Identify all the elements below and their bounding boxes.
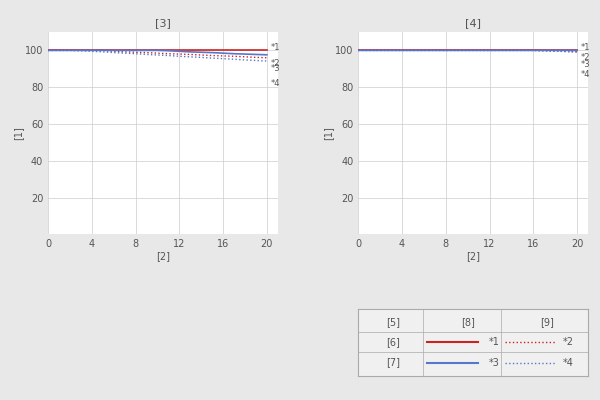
Text: *4: *4 [581,70,591,79]
Y-axis label: [1]: [1] [323,126,334,140]
Text: *3: *3 [271,64,281,74]
Text: *1: *1 [581,43,591,52]
Text: *2: *2 [563,337,574,347]
Text: [8]: [8] [461,317,475,327]
Text: *1: *1 [271,43,281,52]
Text: *4: *4 [271,79,281,88]
Text: *2: *2 [581,53,591,62]
Title: [3]: [3] [155,18,171,28]
Y-axis label: [1]: [1] [13,126,23,140]
Text: *1: *1 [489,337,500,347]
Text: [9]: [9] [540,317,554,327]
Text: *3: *3 [489,358,500,368]
Text: *3: *3 [581,60,591,69]
Text: *4: *4 [563,358,574,368]
Text: [6]: [6] [386,337,400,347]
Text: [7]: [7] [386,358,400,368]
Text: *2: *2 [271,59,281,68]
Title: [4]: [4] [465,18,481,28]
X-axis label: [2]: [2] [156,251,170,261]
Text: [5]: [5] [386,317,400,327]
X-axis label: [2]: [2] [466,251,480,261]
